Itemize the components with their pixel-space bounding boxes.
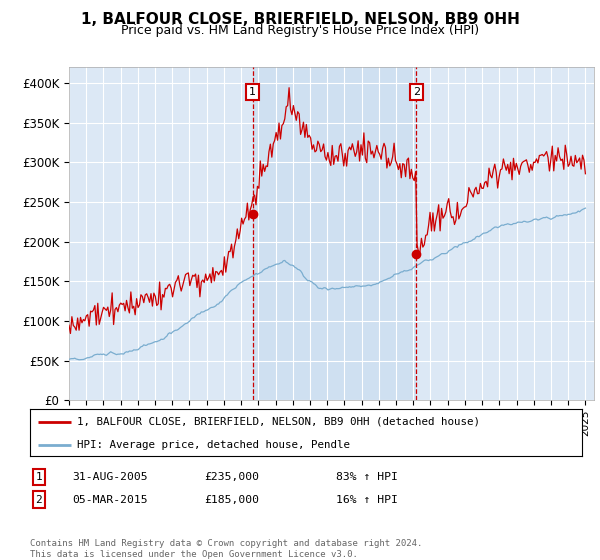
Bar: [253, 67, 416, 400]
Text: 1: 1: [249, 87, 256, 97]
Text: Price paid vs. HM Land Registry's House Price Index (HPI): Price paid vs. HM Land Registry's House …: [121, 24, 479, 36]
Text: HPI: Average price, detached house, Pendle: HPI: Average price, detached house, Pend…: [77, 440, 350, 450]
Text: 2: 2: [413, 87, 420, 97]
Text: 1, BALFOUR CLOSE, BRIERFIELD, NELSON, BB9 0HH (detached house): 1, BALFOUR CLOSE, BRIERFIELD, NELSON, BB…: [77, 417, 480, 427]
Text: 31-AUG-2005: 31-AUG-2005: [72, 472, 148, 482]
Text: 83% ↑ HPI: 83% ↑ HPI: [336, 472, 398, 482]
Text: 1, BALFOUR CLOSE, BRIERFIELD, NELSON, BB9 0HH: 1, BALFOUR CLOSE, BRIERFIELD, NELSON, BB…: [80, 12, 520, 27]
Text: £235,000: £235,000: [204, 472, 259, 482]
Text: Contains HM Land Registry data © Crown copyright and database right 2024.
This d: Contains HM Land Registry data © Crown c…: [30, 539, 422, 559]
Text: £185,000: £185,000: [204, 494, 259, 505]
Text: 1: 1: [35, 472, 43, 482]
Text: 16% ↑ HPI: 16% ↑ HPI: [336, 494, 398, 505]
Text: 05-MAR-2015: 05-MAR-2015: [72, 494, 148, 505]
Text: 2: 2: [35, 494, 43, 505]
